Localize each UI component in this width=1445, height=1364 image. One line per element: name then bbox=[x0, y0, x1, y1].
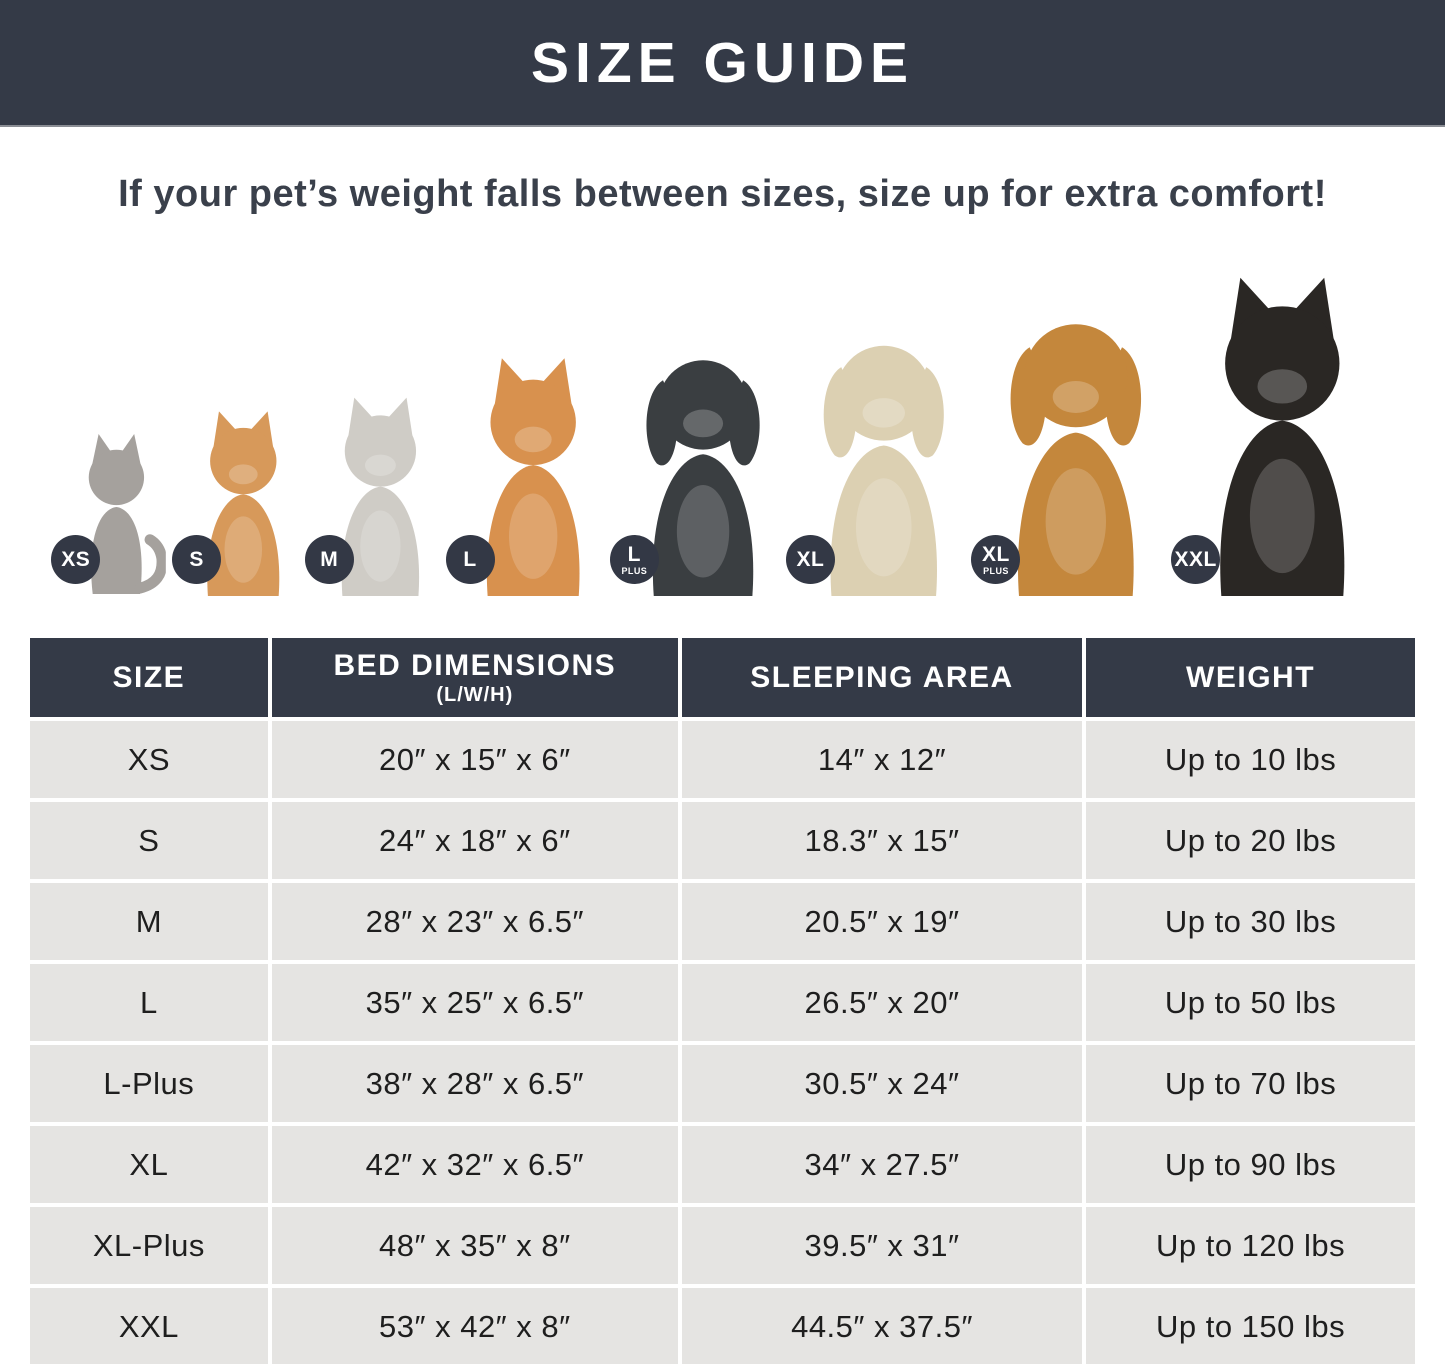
cell-bed-dimensions: 53″ x 42″ x 8″ bbox=[271, 1288, 678, 1364]
size-badge-xl-plus: XL PLUS bbox=[971, 535, 1021, 584]
cell-size: S bbox=[30, 802, 268, 879]
cell-size: M bbox=[30, 883, 268, 960]
column-header-note: (L/W/H) bbox=[436, 683, 514, 706]
cell-sleeping-area: 20.5″ x 19″ bbox=[681, 883, 1083, 960]
column-header-sleeping-area: SLEEPING AREA bbox=[681, 638, 1083, 717]
cell-weight: Up to 150 lbs bbox=[1086, 1288, 1415, 1364]
cell-bed-dimensions: 38″ x 28″ x 6.5″ bbox=[271, 1045, 678, 1122]
cell-weight: Up to 20 lbs bbox=[1086, 802, 1415, 879]
size-badge-xs: XS bbox=[51, 535, 101, 584]
cell-size: XL-Plus bbox=[30, 1207, 268, 1284]
size-badge-sublabel: PLUS bbox=[983, 565, 1009, 576]
cell-sleeping-area: 30.5″ x 24″ bbox=[681, 1045, 1083, 1122]
cell-bed-dimensions: 48″ x 35″ x 8″ bbox=[271, 1207, 678, 1284]
cell-size: XL bbox=[30, 1126, 268, 1203]
pet-item-s: S bbox=[172, 408, 299, 596]
pet-item-xl-plus: XL PLUS bbox=[971, 294, 1165, 596]
column-header-label: WEIGHT bbox=[1186, 660, 1316, 694]
pet-item-l-plus: L PLUS bbox=[609, 334, 780, 596]
size-badge-m: M bbox=[304, 535, 354, 584]
cell-weight: Up to 50 lbs bbox=[1086, 964, 1415, 1041]
size-table: SIZE BED DIMENSIONS (L/W/H) SLEEPING ARE… bbox=[30, 638, 1415, 1364]
size-badge-label: XXL bbox=[1174, 548, 1217, 571]
cell-bed-dimensions: 20″ x 15″ x 6″ bbox=[271, 721, 678, 798]
cell-sleeping-area: 26.5″ x 20″ bbox=[681, 964, 1083, 1041]
cell-bed-dimensions: 24″ x 18″ x 6″ bbox=[271, 802, 678, 879]
column-header-label: BED DIMENSIONS bbox=[333, 648, 617, 682]
cell-sleeping-area: 34″ x 27.5″ bbox=[681, 1126, 1083, 1203]
size-badge-label: XL bbox=[796, 548, 825, 571]
page-title: SIZE GUIDE bbox=[530, 30, 915, 95]
cell-size: L bbox=[30, 964, 268, 1041]
cell-weight: Up to 30 lbs bbox=[1086, 883, 1415, 960]
cell-weight: Up to 90 lbs bbox=[1086, 1126, 1415, 1203]
column-header-bed-dimensions: BED DIMENSIONS (L/W/H) bbox=[271, 638, 678, 717]
size-badge-l: L bbox=[445, 535, 495, 584]
size-badge-label: XS bbox=[61, 548, 91, 571]
pet-item-l: L bbox=[445, 354, 604, 596]
cell-sleeping-area: 18.3″ x 15″ bbox=[681, 802, 1083, 879]
cell-size: L-Plus bbox=[30, 1045, 268, 1122]
size-badge-xl: XL bbox=[785, 535, 835, 584]
pet-item-xs: XS bbox=[51, 428, 166, 596]
column-header-size: SIZE bbox=[30, 638, 268, 717]
header-bar: SIZE GUIDE bbox=[0, 0, 1445, 127]
cell-bed-dimensions: 35″ x 25″ x 6.5″ bbox=[271, 964, 678, 1041]
cell-sleeping-area: 39.5″ x 31″ bbox=[681, 1207, 1083, 1284]
cell-weight: Up to 10 lbs bbox=[1086, 721, 1415, 798]
cell-bed-dimensions: 42″ x 32″ x 6.5″ bbox=[271, 1126, 678, 1203]
cell-sleeping-area: 14″ x 12″ bbox=[681, 721, 1083, 798]
pet-size-row: XS S M L bbox=[0, 264, 1445, 596]
pet-item-xxl: XXL bbox=[1171, 272, 1378, 596]
size-badge-label: L bbox=[463, 548, 477, 571]
cell-weight: Up to 70 lbs bbox=[1086, 1045, 1415, 1122]
size-badge-label: L bbox=[627, 542, 641, 566]
column-header-label: SLEEPING AREA bbox=[750, 660, 1014, 694]
size-badge-label: XL bbox=[982, 542, 1010, 566]
cell-size: XS bbox=[30, 721, 268, 798]
subtitle: If your pet’s weight falls between sizes… bbox=[118, 173, 1327, 215]
pet-item-m: M bbox=[304, 394, 440, 596]
cell-size: XXL bbox=[30, 1288, 268, 1364]
column-header-weight: WEIGHT bbox=[1086, 638, 1415, 717]
size-badge-label: S bbox=[189, 548, 204, 571]
cell-sleeping-area: 44.5″ x 37.5″ bbox=[681, 1288, 1083, 1364]
cell-bed-dimensions: 28″ x 23″ x 6.5″ bbox=[271, 883, 678, 960]
size-badge-s: S bbox=[172, 535, 222, 584]
size-badge-xxl: XXL bbox=[1171, 535, 1221, 584]
size-badge-l-plus: L PLUS bbox=[609, 535, 659, 584]
pet-item-xl: XL bbox=[785, 318, 966, 596]
cell-weight: Up to 120 lbs bbox=[1086, 1207, 1415, 1284]
column-header-label: SIZE bbox=[112, 660, 186, 694]
size-badge-sublabel: PLUS bbox=[621, 565, 648, 576]
size-badge-label: M bbox=[320, 548, 339, 571]
